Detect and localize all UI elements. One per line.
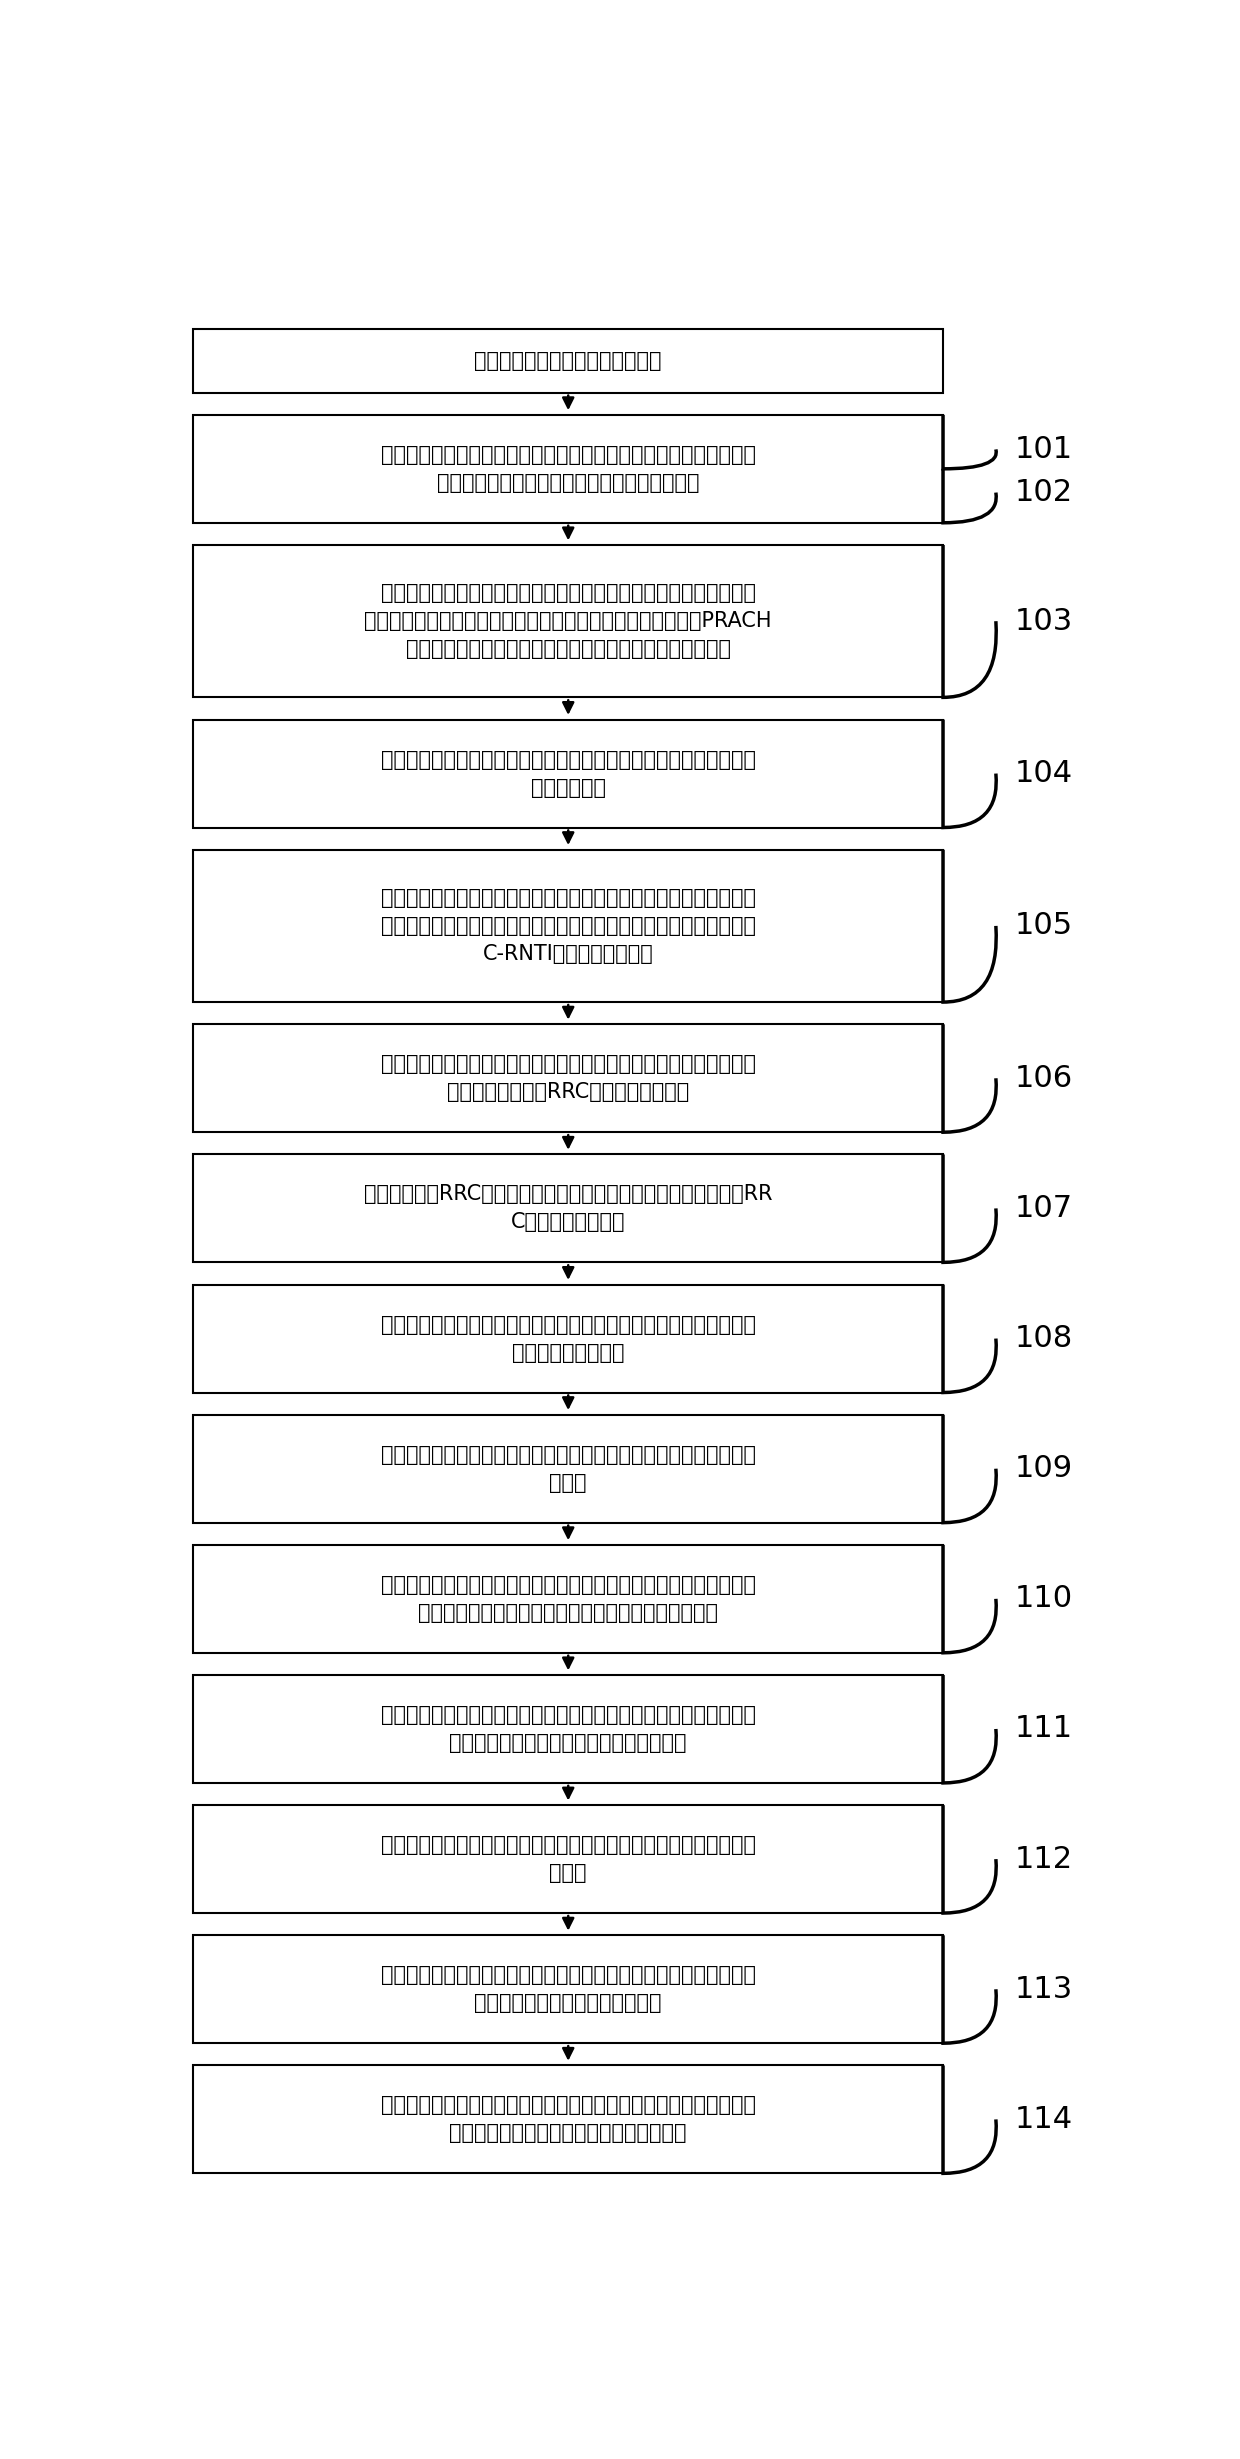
Text: 108: 108 xyxy=(1016,1323,1074,1352)
Bar xyxy=(193,720,942,829)
Bar xyxy=(193,1805,942,1913)
Bar xyxy=(193,1414,942,1522)
Bar xyxy=(193,546,942,698)
Text: 响应于接收到第二上行链路授权，由中继传输节点使用第二上行链路
授权中指示的资源向基站发送车辆位置信息: 响应于接收到第二上行链路授权，由中继传输节点使用第二上行链路 授权中指示的资源向… xyxy=(381,2095,755,2144)
Bar xyxy=(193,330,942,393)
Text: 109: 109 xyxy=(1016,1453,1074,1483)
Text: 114: 114 xyxy=(1016,2105,1074,2134)
Text: 107: 107 xyxy=(1016,1195,1074,1222)
Text: 响应于接收到缓存状态报告，由中继传输节点判断中继传输节点的传
输模式: 响应于接收到缓存状态报告，由中继传输节点判断中继传输节点的传 输模式 xyxy=(381,1446,755,1493)
Text: 由车载移动终端监听由基站发送的系统信息，其中，系统信息向车载
移动终端指示用于进行中继传输的中继传输节点: 由车载移动终端监听由基站发送的系统信息，其中，系统信息向车载 移动终端指示用于进… xyxy=(381,445,755,492)
Bar xyxy=(193,1284,942,1392)
Bar xyxy=(193,1153,942,1261)
Text: 由车载移动终端收集车辆位置信息: 由车载移动终端收集车辆位置信息 xyxy=(475,352,662,371)
Bar xyxy=(193,1675,942,1783)
Text: 响应于接收到随机接入响应，由中继传输节点在上行链路授权指示的
资源上向基站发送RRC连接建立请求消息: 响应于接收到随机接入响应，由中继传输节点在上行链路授权指示的 资源上向基站发送R… xyxy=(381,1055,755,1102)
Text: 如果判断中继传输节点的传输模式是第一传输模式，则由中继传输节
点基于缓存状态报告向车载移动终端发送上行链路授权: 如果判断中继传输节点的传输模式是第一传输模式，则由中继传输节 点基于缓存状态报告… xyxy=(381,1574,755,1623)
Text: 112: 112 xyxy=(1016,1844,1074,1874)
Text: 响应于监听到由基站发送的系统信息，由中继传输节点向基站发送随
机接入前导码: 响应于监听到由基站发送的系统信息，由中继传输节点向基站发送随 机接入前导码 xyxy=(381,750,755,797)
Text: 由中继传输节点监听由基站发送的系统信息，其中，系统信息向中继
传输节点指示随机接入前导码以及用于发送随机接入前导码的PRACH
资源，并且其中，系统信息还向中继: 由中继传输节点监听由基站发送的系统信息，其中，系统信息向中继 传输节点指示随机接… xyxy=(365,583,773,659)
Text: 111: 111 xyxy=(1016,1714,1074,1743)
Text: 102: 102 xyxy=(1016,477,1074,507)
Text: 响应于接收到车辆位置信息，由中继传输节点向基站发送第二缓存状
态报告: 响应于接收到车辆位置信息，由中继传输节点向基站发送第二缓存状 态报告 xyxy=(381,1834,755,1884)
Bar xyxy=(193,2066,942,2174)
Text: 110: 110 xyxy=(1016,1584,1074,1613)
Text: 105: 105 xyxy=(1016,912,1074,939)
Bar xyxy=(193,416,942,524)
Text: 101: 101 xyxy=(1016,435,1074,465)
Bar xyxy=(193,1935,942,2043)
Text: 103: 103 xyxy=(1016,607,1074,637)
Bar xyxy=(193,851,942,1003)
Text: 响应于接收到第二缓存状态报告，由基站基于第二缓存状态报告向中
继传输节点发送第二上行链路授权: 响应于接收到第二缓存状态报告，由基站基于第二缓存状态报告向中 继传输节点发送第二… xyxy=(381,1965,755,2014)
Text: 响应于接收到随机接入前导码，由基站向中继传输节点发送随机接入
响应，其中，随机接入响应中至少包括由基站分配给中继传输节点的
C-RNTI以及上行链路授权: 响应于接收到随机接入前导码，由基站向中继传输节点发送随机接入 响应，其中，随机接… xyxy=(381,888,755,964)
Text: 104: 104 xyxy=(1016,760,1074,787)
Text: 113: 113 xyxy=(1016,1975,1074,2004)
Bar xyxy=(193,1025,942,1131)
Text: 响应于接收到RRC连接建立请求消息，由基站向中继传输节点发送RR
C连接建立完成消息: 响应于接收到RRC连接建立请求消息，由基站向中继传输节点发送RR C连接建立完成… xyxy=(365,1185,773,1232)
Text: 响应于接收到上行链路授权，由车载移动终端使用上行链路授权中指
示的资源向中继传输节点发送车辆位置信息: 响应于接收到上行链路授权，由车载移动终端使用上行链路授权中指 示的资源向中继传输… xyxy=(381,1704,755,1753)
Text: 响应于监听到由基站发送的系统信息，由车载移动终端向中继传输节
点发送缓存状态报告: 响应于监听到由基站发送的系统信息，由车载移动终端向中继传输节 点发送缓存状态报告 xyxy=(381,1316,755,1362)
Text: 106: 106 xyxy=(1016,1065,1074,1092)
Bar xyxy=(193,1544,942,1652)
